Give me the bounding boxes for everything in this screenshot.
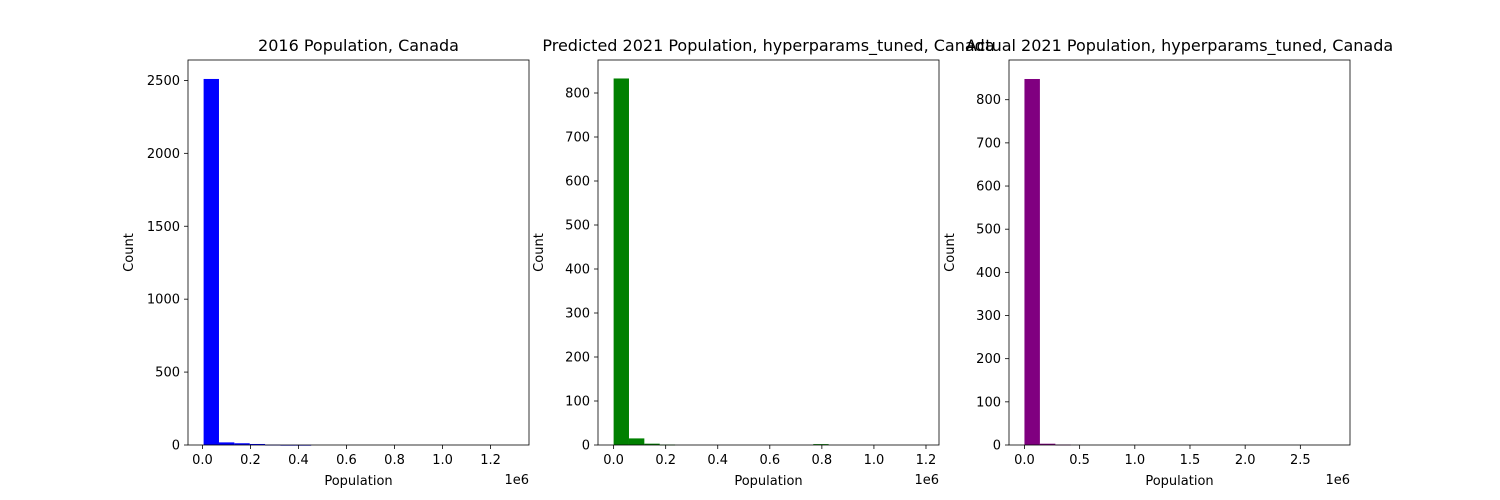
- axes-frame: [1008, 59, 1351, 446]
- histogram-bar: [249, 443, 266, 445]
- x-tick-label: 1.2: [916, 453, 937, 468]
- x-axis-label: Population: [734, 474, 802, 489]
- histogram-bar: [644, 443, 660, 445]
- y-tick-label: 500: [155, 366, 180, 381]
- x-tick-label: 0.0: [1014, 453, 1035, 468]
- y-tick-label: 100: [565, 395, 590, 410]
- y-axis-label: Count: [122, 233, 137, 272]
- histogram-bar: [813, 444, 829, 445]
- y-tick-label: 1000: [147, 293, 180, 308]
- y-tick-label: 500: [565, 219, 590, 234]
- y-tick-label: 700: [565, 131, 590, 146]
- x-tick-label: 0.2: [655, 453, 676, 468]
- y-tick-label: 2500: [147, 74, 180, 89]
- y-tick-label: 0: [172, 439, 180, 454]
- x-tick-label: 1.0: [864, 453, 885, 468]
- x-tick-label: 0.8: [384, 453, 405, 468]
- y-tick-label: 200: [565, 351, 590, 366]
- x-tick-label: 0.8: [812, 453, 833, 468]
- histogram-actual-2021-population: 0.0 0.5 1.0 1.5 2.0 2.5 0 100 200 300 400 500 600 700…: [943, 36, 1393, 489]
- y-tick-label: 100: [976, 395, 1001, 410]
- y-axis-label: Count: [532, 233, 547, 272]
- x-axis-label: Population: [324, 474, 392, 489]
- x-tick-label: 1.2: [480, 453, 501, 468]
- x-tick-label: 2.5: [1290, 453, 1311, 468]
- x-tick-label: 0.4: [707, 453, 728, 468]
- x-tick-label: 0.5: [1069, 453, 1090, 468]
- x-tick-label: 0.4: [288, 453, 309, 468]
- y-tick-label: 400: [976, 266, 1001, 281]
- x-tick-label: 0.0: [192, 453, 213, 468]
- x-tick-label: 1.0: [1124, 453, 1145, 468]
- chart-title: Actual 2021 Population, hyperparams_tune…: [966, 36, 1393, 56]
- x-tick-label: 2.0: [1235, 453, 1256, 468]
- x-axis-offset-label: 1e6: [914, 473, 939, 488]
- y-tick-label: 800: [565, 87, 590, 102]
- y-tick-label: 800: [976, 93, 1001, 108]
- x-tick-label: 0.2: [240, 453, 261, 468]
- y-tick-label: 600: [976, 180, 1001, 195]
- axes-frame: [597, 59, 940, 446]
- histogram-bar: [1024, 78, 1040, 446]
- chart-title: Predicted 2021 Population, hyperparams_t…: [542, 36, 994, 56]
- y-tick-label: 300: [976, 309, 1001, 324]
- y-tick-label: 200: [976, 352, 1001, 367]
- y-tick-label: 2000: [147, 147, 180, 162]
- y-tick-label: 0: [993, 439, 1001, 454]
- histogram-bar: [613, 78, 629, 445]
- y-tick-label: 0: [582, 439, 590, 454]
- y-tick-label: 600: [565, 175, 590, 190]
- x-axis-offset-label: 1e6: [1325, 473, 1350, 488]
- y-tick-label: 300: [565, 307, 590, 322]
- histogram-bar: [203, 78, 219, 446]
- y-tick-label: 400: [565, 263, 590, 278]
- histogram-predicted-2021-population: 0.0 0.2 0.4 0.6 0.8 1.0 1.2 0 100 200 300 400 500 600…: [532, 36, 995, 489]
- y-tick-label: 500: [976, 223, 1001, 238]
- histogram-bar: [234, 443, 250, 445]
- axes-frame: [187, 59, 530, 446]
- x-axis-label: Population: [1145, 474, 1213, 489]
- x-tick-label: 0.6: [759, 453, 780, 468]
- y-tick-label: 1500: [147, 220, 180, 235]
- x-tick-label: 1.0: [432, 453, 453, 468]
- x-tick-label: 0.0: [603, 453, 624, 468]
- histogram-bar: [628, 438, 645, 445]
- x-axis-offset-label: 1e6: [504, 473, 529, 488]
- x-tick-label: 1.5: [1180, 453, 1201, 468]
- histogram-2016-population: 0.0 0.2 0.4 0.6 0.8 1.0 1.2 0 500 1000 1500 2000 250…: [122, 36, 530, 489]
- y-axis-label: Count: [943, 233, 958, 272]
- y-tick-label: 700: [976, 136, 1001, 151]
- x-tick-label: 0.6: [336, 453, 357, 468]
- histogram-bar: [1039, 443, 1056, 445]
- histogram-bar: [218, 442, 235, 446]
- chart-title: 2016 Population, Canada: [258, 36, 459, 55]
